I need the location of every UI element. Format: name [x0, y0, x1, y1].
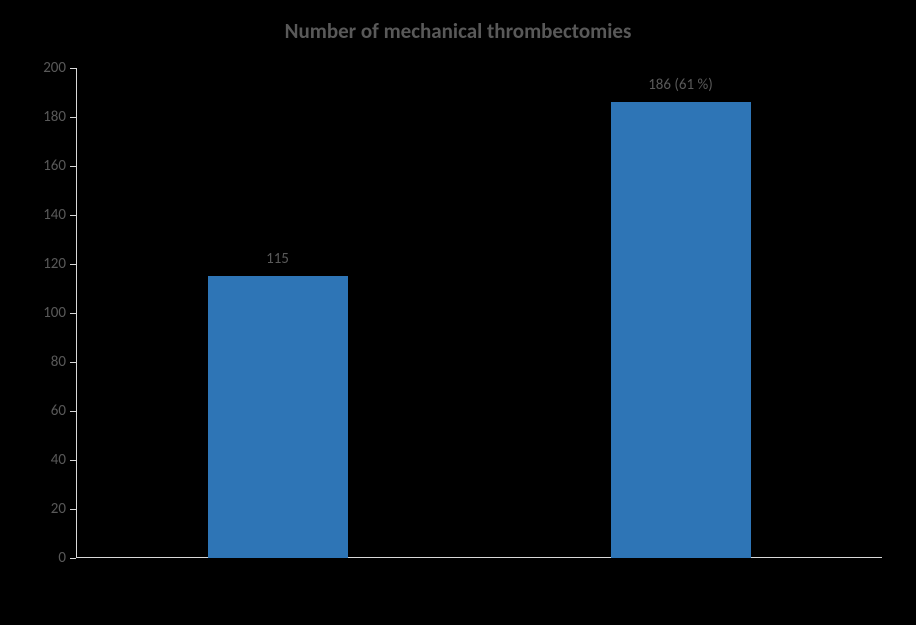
- bar: [208, 276, 348, 558]
- plot-area: 020406080100120140160180200115186 (61 %): [76, 68, 882, 558]
- y-tick-label: 60: [51, 402, 76, 420]
- bar: [611, 102, 751, 558]
- x-axis-line: [76, 557, 882, 558]
- y-tick-label: 0: [58, 549, 76, 567]
- y-tick-label: 40: [51, 451, 76, 469]
- y-tick-label: 140: [43, 206, 76, 224]
- y-axis-line: [76, 68, 77, 558]
- y-tick-label: 120: [43, 255, 76, 273]
- y-tick-label: 180: [43, 108, 76, 126]
- y-tick-label: 80: [51, 353, 76, 371]
- y-tick-label: 160: [43, 157, 76, 175]
- chart-title: Number of mechanical thrombectomies: [0, 18, 916, 44]
- data-label: 186 (61 %): [648, 76, 713, 94]
- y-tick-label: 200: [43, 59, 76, 77]
- data-label: 115: [266, 250, 289, 268]
- y-tick-label: 100: [43, 304, 76, 322]
- chart-container: Number of mechanical thrombectomies 0 20 4…: [0, 0, 916, 625]
- y-tick-label: 20: [51, 500, 76, 518]
